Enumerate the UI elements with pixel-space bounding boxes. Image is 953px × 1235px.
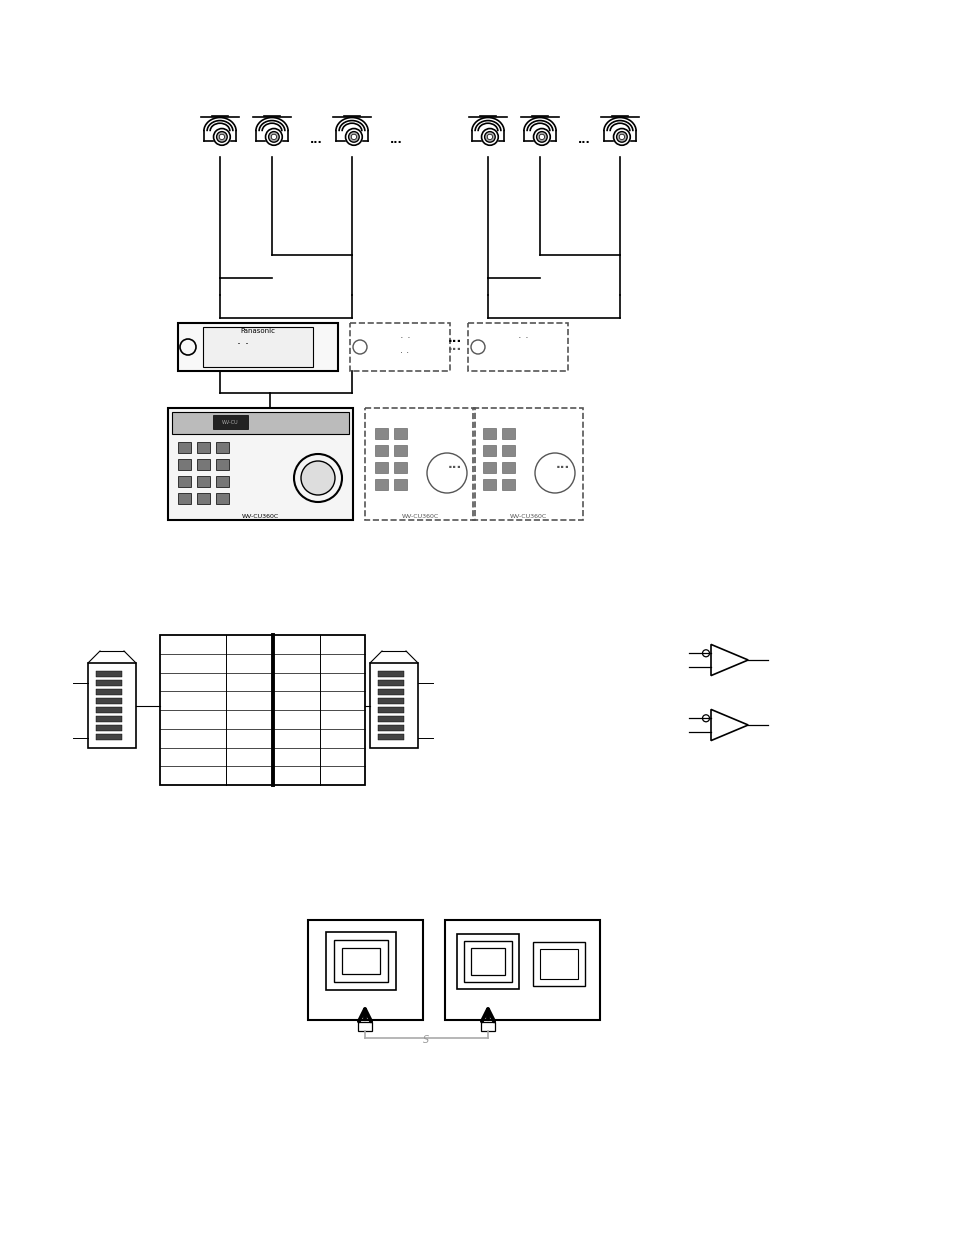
FancyBboxPatch shape	[196, 493, 210, 504]
FancyBboxPatch shape	[501, 429, 515, 438]
Circle shape	[219, 135, 224, 140]
FancyBboxPatch shape	[96, 671, 122, 677]
FancyBboxPatch shape	[482, 445, 496, 456]
FancyBboxPatch shape	[215, 493, 229, 504]
FancyBboxPatch shape	[482, 479, 496, 490]
Circle shape	[216, 132, 227, 142]
Circle shape	[484, 132, 495, 142]
Text: ...: ...	[556, 457, 570, 471]
Text: WV-CU360C: WV-CU360C	[242, 514, 279, 519]
FancyBboxPatch shape	[375, 445, 388, 456]
FancyBboxPatch shape	[203, 327, 313, 367]
Text: WV-CU360C: WV-CU360C	[401, 514, 438, 519]
FancyBboxPatch shape	[482, 462, 496, 473]
FancyBboxPatch shape	[213, 415, 248, 429]
FancyBboxPatch shape	[178, 475, 191, 487]
Circle shape	[618, 135, 624, 140]
FancyBboxPatch shape	[394, 462, 407, 473]
FancyBboxPatch shape	[215, 442, 229, 453]
Text: ...: ...	[577, 135, 590, 144]
FancyBboxPatch shape	[375, 462, 388, 473]
Text: S: S	[423, 1035, 429, 1045]
Circle shape	[348, 132, 359, 142]
FancyBboxPatch shape	[394, 479, 407, 490]
Circle shape	[271, 135, 276, 140]
FancyBboxPatch shape	[394, 429, 407, 438]
FancyBboxPatch shape	[501, 462, 515, 473]
FancyBboxPatch shape	[377, 734, 403, 740]
FancyBboxPatch shape	[394, 445, 407, 456]
FancyBboxPatch shape	[501, 445, 515, 456]
FancyBboxPatch shape	[215, 475, 229, 487]
Circle shape	[269, 132, 279, 142]
Text: ...: ...	[310, 135, 322, 144]
Text: ...: ...	[447, 331, 461, 345]
FancyBboxPatch shape	[196, 442, 210, 453]
FancyBboxPatch shape	[501, 479, 515, 490]
FancyBboxPatch shape	[196, 459, 210, 471]
FancyBboxPatch shape	[96, 716, 122, 722]
FancyBboxPatch shape	[215, 459, 229, 471]
Circle shape	[701, 650, 709, 657]
Circle shape	[301, 461, 335, 495]
Text: ...: ...	[447, 457, 461, 471]
Text: · ·: · ·	[399, 333, 410, 343]
FancyBboxPatch shape	[96, 698, 122, 704]
FancyBboxPatch shape	[377, 706, 403, 713]
FancyBboxPatch shape	[377, 689, 403, 695]
FancyBboxPatch shape	[377, 671, 403, 677]
FancyBboxPatch shape	[375, 429, 388, 438]
Circle shape	[351, 135, 356, 140]
FancyBboxPatch shape	[96, 725, 122, 731]
FancyBboxPatch shape	[482, 429, 496, 438]
Text: ...: ...	[389, 135, 402, 144]
FancyBboxPatch shape	[178, 442, 191, 453]
Text: · ·: · ·	[400, 348, 409, 358]
Circle shape	[487, 135, 492, 140]
FancyBboxPatch shape	[377, 680, 403, 685]
Circle shape	[538, 135, 544, 140]
FancyBboxPatch shape	[96, 689, 122, 695]
Text: · ·: · ·	[236, 338, 249, 352]
FancyBboxPatch shape	[377, 698, 403, 704]
FancyBboxPatch shape	[168, 408, 353, 520]
FancyBboxPatch shape	[96, 734, 122, 740]
FancyBboxPatch shape	[196, 475, 210, 487]
FancyBboxPatch shape	[172, 412, 349, 433]
Text: WV-CU360C: WV-CU360C	[509, 514, 546, 519]
Circle shape	[536, 132, 547, 142]
FancyBboxPatch shape	[178, 493, 191, 504]
Text: · ·: · ·	[517, 333, 528, 343]
FancyBboxPatch shape	[377, 725, 403, 731]
FancyBboxPatch shape	[96, 680, 122, 685]
Text: WV-CU: WV-CU	[221, 420, 238, 425]
FancyBboxPatch shape	[377, 716, 403, 722]
Circle shape	[701, 715, 709, 721]
FancyBboxPatch shape	[375, 479, 388, 490]
FancyBboxPatch shape	[178, 324, 337, 370]
Text: Panasonic: Panasonic	[240, 329, 275, 333]
Circle shape	[616, 132, 626, 142]
FancyBboxPatch shape	[96, 706, 122, 713]
FancyBboxPatch shape	[178, 459, 191, 471]
Text: ...: ...	[447, 341, 461, 353]
